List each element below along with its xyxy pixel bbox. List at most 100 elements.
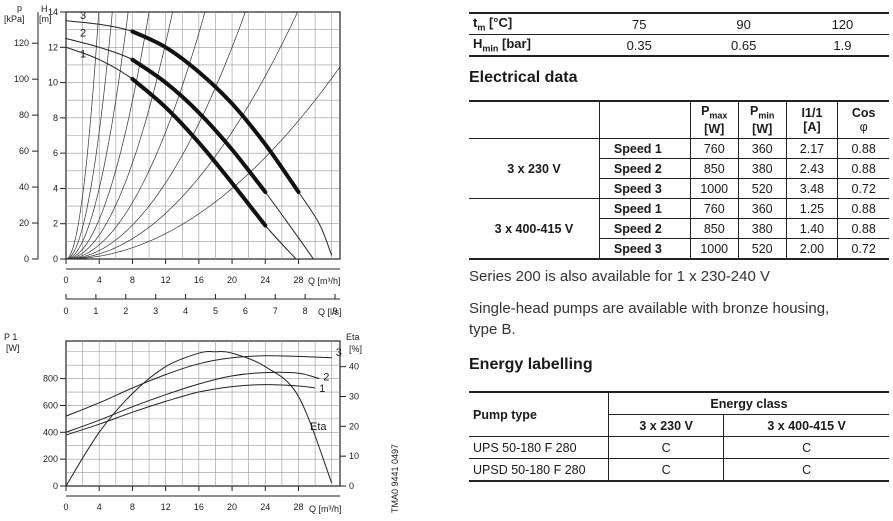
eta-axis-label: Eta (346, 332, 360, 342)
system-curve (66, 66, 341, 260)
table-row: UPSD 50-180 F 280 C C (469, 458, 889, 482)
table-header-row: Pump type Energy class (469, 391, 889, 437)
table-row: 3 x 230 V Speed 1 760 360 2.17 0.88 (469, 138, 889, 199)
p-tick-label: 0 (24, 254, 29, 264)
col-pump-type: Pump type (469, 391, 609, 437)
h-tick-label: 6 (53, 148, 58, 158)
speed-cell: Speed 1 (599, 198, 691, 219)
q-m3h-tick-label: 16 (194, 275, 204, 285)
q-m3h-tick-label: 12 (161, 275, 171, 285)
series-note: Series 200 is also available for 1 x 230… (469, 268, 771, 285)
h-tick-label: 2 (53, 219, 58, 229)
temp-value: 90 (691, 12, 796, 35)
bronze-note-line2: type B. (469, 321, 516, 338)
class-230-cell: C (608, 436, 725, 459)
current-cell: 2.43 (786, 158, 839, 179)
cos-cell: 0.72 (837, 238, 889, 260)
p-axis-unit: [kPa] (4, 14, 25, 24)
hmin-value: 1.9 (795, 34, 889, 57)
eta-curve (65, 351, 333, 487)
q-ls-tick-label: 8 (303, 306, 308, 316)
hmin-label: Hmin [bar] (469, 34, 587, 57)
h-tick-label: 10 (48, 78, 58, 88)
curve-label: 2 (323, 372, 329, 384)
curve-label: 2 (80, 27, 86, 39)
cos-cell: 0.72 (837, 178, 889, 199)
col-230: 3 x 230 V (608, 414, 725, 437)
h-tick-label: 8 (53, 113, 58, 123)
table-row: Speed 3 1000 520 2.00 0.72 (469, 238, 889, 260)
col-energy-class: Energy class (608, 391, 889, 415)
curve-label: 3 (336, 347, 342, 359)
q-tick-label: 0 (63, 502, 68, 512)
table-row: Hmin [bar] 0.35 0.65 1.9 (469, 34, 889, 57)
pump-name-cell: UPSD 50-180 F 280 (469, 458, 609, 482)
q-ls-tick-label: 3 (153, 306, 158, 316)
q-ls-tick-label: 4 (183, 306, 188, 316)
pump-name-cell: UPS 50-180 F 280 (469, 436, 609, 459)
pmin-cell: 360 (738, 198, 787, 219)
eta-tick-label: 30 (349, 391, 359, 401)
pmax-cell: 850 (690, 158, 739, 179)
q-tick-label: 24 (260, 502, 270, 512)
q-m3h-tick-label: 28 (293, 275, 303, 285)
table-row: Speed 3 1000 520 3.48 0.72 (469, 178, 889, 199)
q-tick-label: 28 (293, 502, 303, 512)
system-curve (65, 11, 129, 260)
p1-tick-label: 200 (43, 454, 58, 464)
eta-tick-label: 0 (349, 481, 354, 491)
bronze-note-line1: Single-head pumps are available with bro… (469, 300, 830, 317)
h-tick-label: 14 (48, 7, 58, 17)
curve-label: 3 (80, 10, 86, 22)
p-axis-label: p (17, 3, 22, 13)
eta-tick-label: 40 (349, 362, 359, 372)
eta-axis-unit: [%] (349, 344, 362, 354)
voltage-cell: 3 x 230 V (469, 138, 600, 199)
h-axis-unit: [m] (39, 14, 52, 24)
cos-cell: 0.88 (837, 218, 889, 239)
power-curve-3 (65, 355, 332, 417)
speed-cell: Speed 1 (599, 138, 691, 159)
q-ls-tick-label: 6 (243, 306, 248, 316)
q-tick-label: 4 (97, 502, 102, 512)
q-m3h-axis-label: Q [m³/h] (308, 276, 341, 286)
q-axis-label: Q [m³/h] (309, 504, 342, 514)
pmin-cell: 380 (738, 158, 787, 179)
curve-label: 1 (80, 48, 86, 60)
p1-tick-label: 600 (43, 400, 58, 410)
col-pmax: Pmax [W] (690, 100, 739, 139)
speed-cell: Speed 3 (599, 178, 691, 199)
p-tick-label: 40 (19, 182, 29, 192)
pump-curve-operating-2 (130, 57, 268, 194)
curve-label: 1 (319, 383, 325, 395)
hmin-value: 0.35 (587, 34, 692, 57)
q-tick-label: 12 (161, 502, 171, 512)
system-curve (65, 11, 100, 260)
p-tick-label: 120 (14, 38, 29, 48)
eta-curve-label: Eta (310, 421, 327, 433)
table-header-row: 3 x 230 V 3 x 400-415 V (469, 414, 889, 437)
p1-tick-label: 400 (43, 427, 58, 437)
system-curve (66, 11, 298, 260)
h-tick-label: 4 (53, 183, 58, 193)
table-row: Speed 2 850 380 1.40 0.88 (469, 218, 889, 239)
p1-axis-label: P 1 (4, 332, 17, 342)
energy-table: Pump type Energy class 3 x 230 V 3 x 400… (469, 391, 889, 482)
temp-label: tm [°C] (469, 12, 587, 35)
power-curve-2 (65, 371, 320, 433)
pmin-cell: 380 (738, 218, 787, 239)
pump-curve-operating-1 (130, 77, 268, 228)
table-row: UPS 50-180 F 280 C C (469, 436, 889, 459)
pmax-cell: 1000 (690, 178, 739, 199)
q-m3h-tick-label: 0 (63, 275, 68, 285)
q-ls-tick-label: 0 (63, 306, 68, 316)
table-header-row: Pmax [W] Pmin [W] I1/1 [A] Cos φ (469, 100, 889, 139)
pmax-cell: 1000 (690, 238, 739, 260)
system-curve (65, 11, 206, 260)
system-curve (65, 11, 150, 260)
h-tick-label: 12 (48, 42, 58, 52)
current-cell: 2.00 (786, 238, 839, 260)
pmax-cell: 760 (690, 138, 739, 159)
energy-heading: Energy labelling (469, 356, 593, 373)
